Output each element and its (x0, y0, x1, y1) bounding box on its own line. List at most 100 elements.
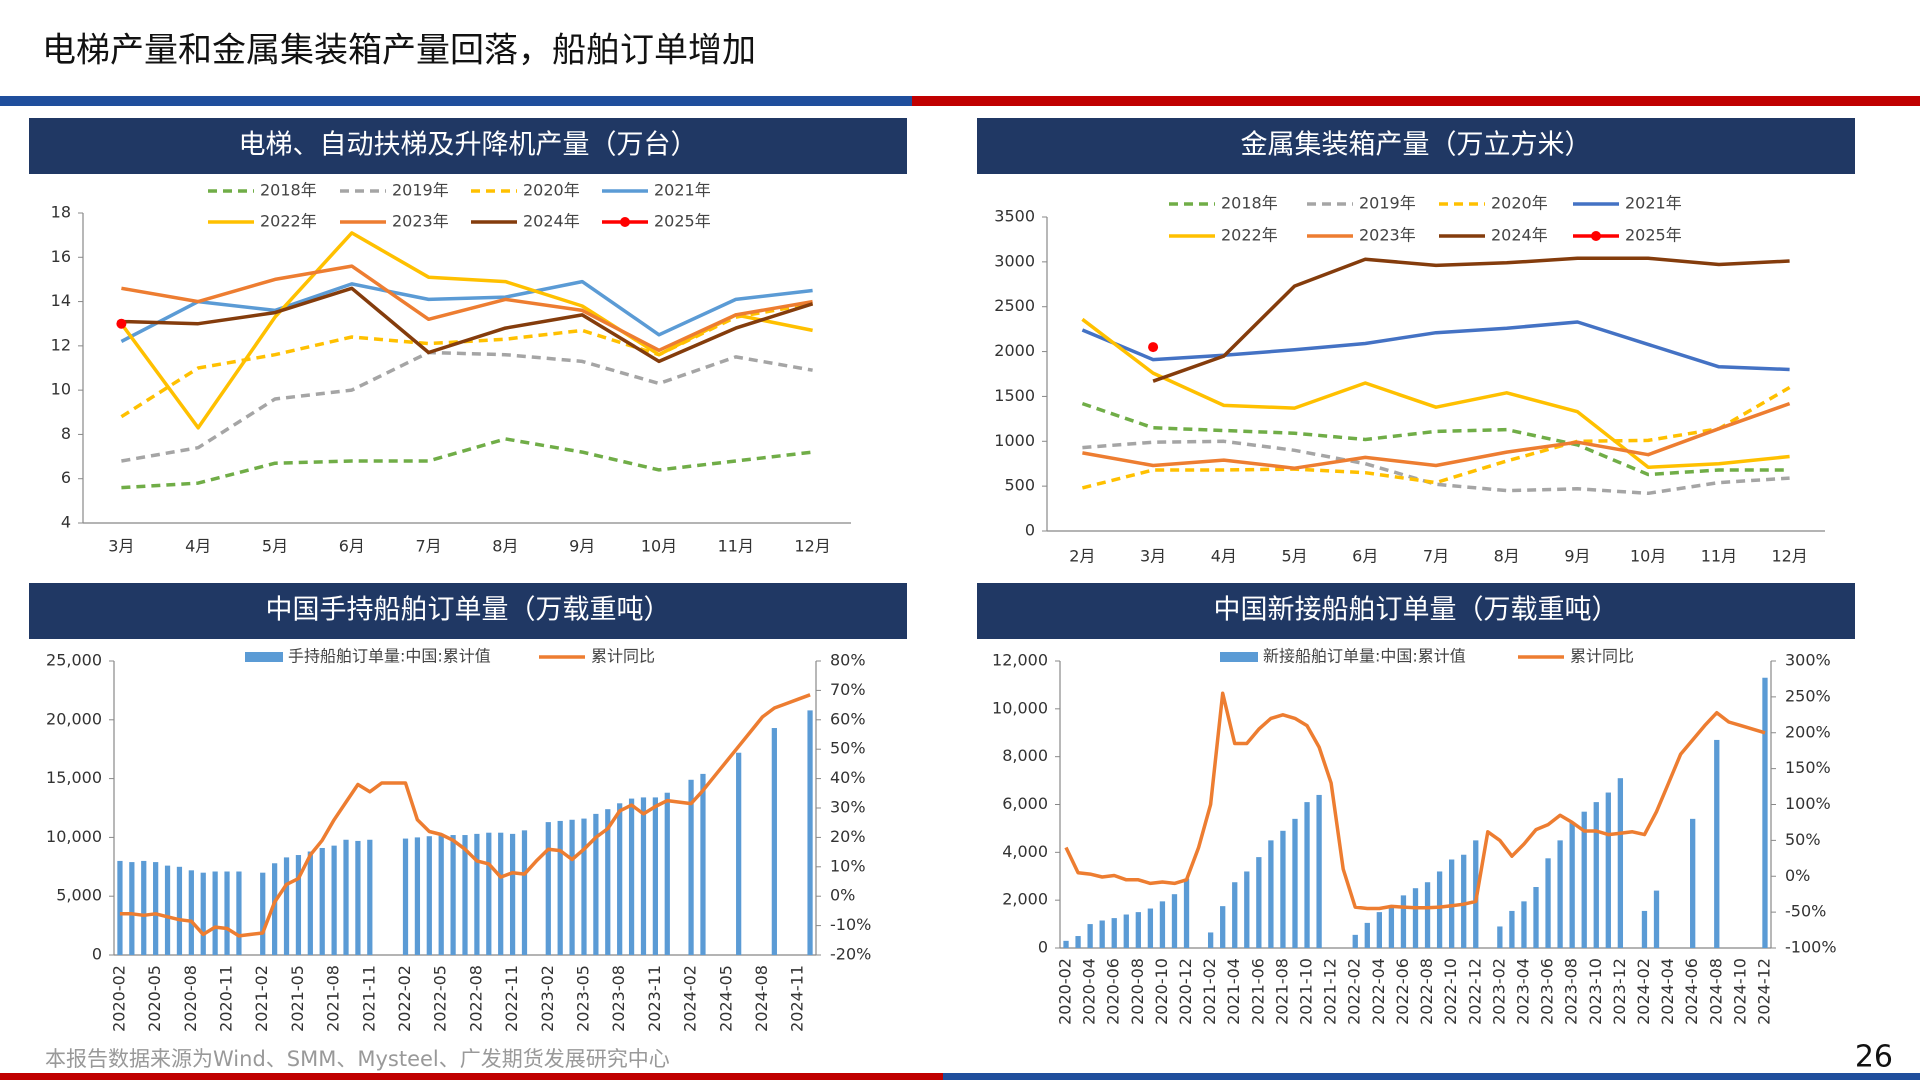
bar (1436, 871, 1443, 948)
slide-title: 电梯产量和金属集装箱产量回落，船舶订单增加 (42, 31, 756, 71)
bar (1123, 914, 1129, 948)
x-tick-label: 2024-06 (1682, 958, 1701, 1025)
x-tick-label: 2023-08 (609, 965, 628, 1032)
bottom-stripe-blue (943, 1073, 1920, 1080)
bar (581, 818, 587, 955)
y-tick-label: 3500 (994, 207, 1035, 226)
bar (1400, 895, 1407, 948)
x-tick-label: 2024-08 (1706, 958, 1725, 1025)
bar (176, 866, 183, 955)
legend-label: 新接船舶订单量:中国:累计值 (1263, 647, 1466, 666)
x-tick-label: 2022-02 (395, 965, 414, 1032)
x-tick-label: 2021-12 (1321, 958, 1340, 1025)
bar (474, 833, 480, 955)
bar (1449, 859, 1455, 948)
x-tick-label: 2022-12 (1465, 958, 1484, 1025)
legend-label: 2018年 (1221, 194, 1278, 213)
bar (200, 872, 206, 955)
bar (343, 839, 349, 955)
bar (1111, 918, 1117, 948)
bar (557, 820, 563, 955)
bar (521, 830, 528, 955)
x-tick-label: 2021-02 (252, 965, 271, 1032)
x-tick-label: 2021-08 (1272, 958, 1291, 1025)
x-tick-label: 5月 (262, 537, 288, 556)
y-tick-label: 10,000 (992, 698, 1048, 717)
bar (319, 847, 325, 955)
legend-label: 2025年 (654, 212, 711, 231)
x-tick-label: 4月 (185, 537, 211, 556)
bar (1545, 858, 1551, 948)
y-tick-label: 0 (1025, 521, 1035, 540)
bar (736, 752, 742, 955)
y-tick-label: 8 (61, 424, 71, 443)
x-tick-label: 2020-05 (145, 965, 164, 1032)
bar (1256, 857, 1262, 948)
bar (260, 872, 266, 955)
y-tick-label: 6,000 (1002, 794, 1048, 813)
bar (1171, 894, 1178, 948)
series-line (1081, 385, 1791, 490)
panel-header (977, 583, 1855, 639)
series-line (1081, 320, 1790, 372)
y-tick-label: 0 (92, 945, 102, 964)
legend-label: 2021年 (654, 181, 711, 200)
x-tick-label: 2023-06 (1538, 958, 1557, 1025)
bar (355, 840, 361, 955)
x-tick-label: 2020-04 (1080, 958, 1099, 1025)
chart-title: 电梯、自动扶梯及升降机产量（万台） (239, 130, 698, 161)
x-tick-label: 8月 (492, 537, 518, 556)
legend-label: 2022年 (1221, 226, 1278, 245)
bar (1063, 940, 1069, 948)
bar (1268, 840, 1274, 948)
bottom-stripe-red (0, 1073, 943, 1080)
y2-tick-label: -100% (1785, 938, 1837, 957)
legend-label: 2024年 (523, 212, 580, 231)
panel-header (29, 583, 907, 639)
y-tick-label: 4 (61, 513, 71, 532)
bar (664, 792, 670, 955)
y-tick-label: 0 (1038, 938, 1048, 957)
x-tick-label: 2021-02 (1200, 958, 1219, 1025)
bar (498, 832, 504, 955)
series-line (1081, 401, 1790, 477)
x-tick-label: 2024-11 (788, 965, 807, 1032)
y-tick-label: 1000 (994, 431, 1035, 450)
x-tick-label: 6月 (1352, 547, 1378, 566)
legend-swatch (245, 652, 283, 662)
bar (283, 857, 290, 955)
y-tick-label: 14 (51, 291, 71, 310)
y-tick-label: 2,000 (1002, 890, 1048, 909)
y-tick-label: 25,000 (46, 651, 102, 670)
y2-tick-label: 60% (830, 709, 866, 728)
y-tick-label: 20,000 (46, 709, 102, 728)
y-tick-label: 12 (51, 335, 71, 354)
x-tick-label: 7月 (416, 537, 442, 556)
y2-tick-label: 10% (830, 856, 866, 875)
x-tick-label: 12月 (794, 537, 830, 556)
point (1148, 342, 1159, 353)
legend-marker (620, 217, 630, 227)
x-tick-label: 2021-04 (1224, 958, 1243, 1025)
x-tick-label: 2023-11 (645, 965, 664, 1032)
y-tick-label: 12,000 (992, 651, 1048, 670)
x-tick-label: 2021-11 (359, 965, 378, 1032)
y-tick-label: 5,000 (56, 886, 102, 905)
bar (509, 833, 516, 955)
series-line (121, 286, 814, 364)
legend-label: 手持船舶订单量:中国:累计值 (288, 647, 491, 666)
y2-tick-label: 0% (1785, 866, 1810, 885)
y-tick-label: 2500 (994, 296, 1035, 315)
chart-title: 中国新接船舶订单量（万载重吨） (1214, 595, 1619, 626)
bar (367, 839, 373, 955)
bar (426, 836, 432, 955)
series-line (1082, 439, 1790, 496)
bar (1376, 912, 1382, 948)
y2-tick-label: 200% (1785, 722, 1831, 741)
bar (1557, 840, 1563, 948)
x-tick-label: 2020-10 (1152, 958, 1171, 1025)
y-tick-label: 18 (51, 203, 71, 222)
bar (438, 833, 444, 955)
x-tick-label: 2020-02 (109, 965, 128, 1032)
legend-label: 2023年 (1359, 226, 1416, 245)
